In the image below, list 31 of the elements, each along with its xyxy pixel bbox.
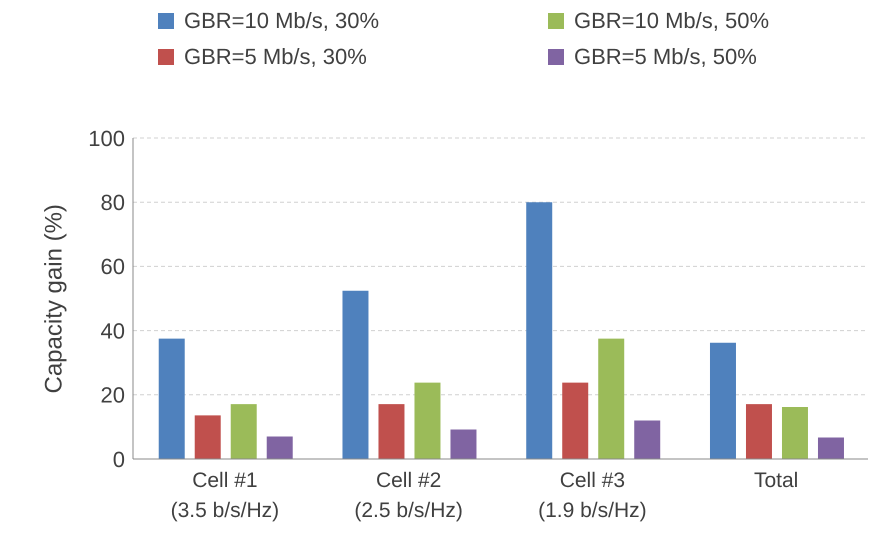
bar <box>634 420 660 459</box>
bar <box>526 202 552 459</box>
legend-label: GBR=5 Mb/s, 50% <box>574 44 757 70</box>
legend-label: GBR=5 Mb/s, 30% <box>184 44 367 70</box>
legend-label: GBR=10 Mb/s, 30% <box>184 8 380 34</box>
bar <box>562 382 588 459</box>
bar <box>450 429 476 459</box>
bar <box>342 290 368 459</box>
y-tick-label: 40 <box>100 318 125 344</box>
x-tick-label: Cell #2 (2.5 b/s/Hz) <box>354 469 463 522</box>
bar <box>818 437 844 459</box>
x-tick-label: Cell #3 (1.9 b/s/Hz) <box>538 469 647 522</box>
y-tick-label: 0 <box>112 446 125 472</box>
x-tick-label: Total <box>754 469 798 492</box>
bar <box>414 382 440 459</box>
y-tick-label: 100 <box>88 126 125 151</box>
bar <box>782 407 808 459</box>
bar <box>194 415 221 459</box>
y-axis-title: Capacity gain (%) <box>40 204 68 394</box>
x-tick-label: Cell #1 (3.5 b/s/Hz) <box>170 469 280 522</box>
bar <box>158 338 185 459</box>
y-tick-label: 60 <box>100 254 125 280</box>
legend-label: GBR=10 Mb/s, 50% <box>574 8 770 34</box>
y-tick-label: 80 <box>100 190 125 216</box>
bar <box>378 404 404 459</box>
bar <box>266 436 293 459</box>
y-tick-label: 20 <box>100 382 125 408</box>
bar <box>230 404 257 459</box>
bar <box>710 342 736 459</box>
bar <box>598 338 624 459</box>
bar <box>746 404 772 459</box>
